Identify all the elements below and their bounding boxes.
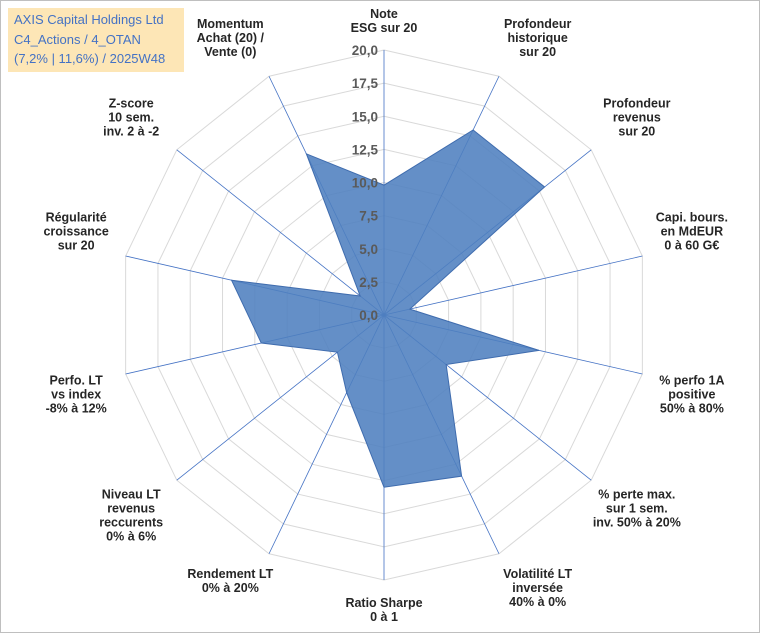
axis-spoke (176, 149, 385, 316)
axis-label: Note ESG sur 20 (351, 7, 418, 35)
axis-label: Capi. bours. en MdEUR 0 à 60 G€ (656, 211, 728, 253)
axis-label: Perfo. LT vs index -8% à 12% (46, 373, 107, 415)
axis-label-line: sur 20 (618, 124, 655, 138)
axis-label: Volatilité LT inversée 40% à 0% (503, 567, 572, 609)
axis-label-line: croissance (43, 225, 108, 239)
axis-label-line: Z-score (109, 96, 154, 110)
axis-label-line: Niveau LT (102, 488, 161, 502)
axis-label-line: Volatilité LT (503, 567, 572, 581)
tick-label: 2,5 (359, 275, 378, 290)
axis-label-line: Rendement LT (187, 567, 273, 581)
axis-label-line: % perte max. (598, 488, 675, 502)
tick-label: 0,0 (359, 308, 378, 323)
axis-label-line: Profondeur (504, 17, 571, 31)
axis-label: Rendement LT 0% à 20% (187, 567, 273, 595)
axis-label-line: 0% à 6% (106, 530, 156, 544)
axis-label-line: Perfo. LT (50, 373, 104, 387)
axis-label: % perte max. sur 1 sem. inv. 50% à 20% (593, 488, 681, 530)
tick-label: 12,5 (352, 142, 379, 157)
axis-label-line: positive (668, 387, 715, 401)
axis-label-line: inversée (512, 581, 563, 595)
axis-label-line: Profondeur (603, 96, 670, 110)
tick-label: 20,0 (352, 43, 378, 58)
axis-labels: Note ESG sur 20 Profondeur historique sur 20… (43, 7, 727, 624)
axis-label: Niveau LT revenus reccurents 0% à 6% (99, 488, 163, 544)
axis-label-line: en MdEUR (661, 225, 724, 239)
axis-label: Régularité croissance sur 20 (43, 211, 108, 253)
tick-label: 10,0 (352, 176, 378, 191)
tick-label: 17,5 (352, 76, 379, 91)
axis-label-line: 0 à 60 G€ (664, 239, 719, 253)
axis-label-line: Vente (0) (204, 45, 256, 59)
axis-spoke (383, 255, 643, 316)
axis-label-line: reccurents (99, 516, 163, 530)
axis-label-line: -8% à 12% (46, 401, 107, 415)
axis-label-line: 0 à 1 (370, 610, 398, 624)
axis-label-line: Note (370, 7, 398, 21)
radar-series (230, 129, 546, 488)
axis-label: Momentum Achat (20) / Vente (0) (197, 17, 265, 59)
axis-label-line: 40% à 0% (509, 595, 566, 609)
axis-label-line: inv. 50% à 20% (593, 516, 681, 530)
axis-label-line: vs index (51, 387, 101, 401)
axis-label-line: Momentum (197, 17, 264, 31)
stats-week: (7,2% | 11,6%) / 2025W48 (14, 51, 166, 66)
axis-label: Z-score 10 sem. inv. 2 à -2 (103, 96, 159, 138)
axis-label-line: revenus (107, 502, 155, 516)
category-path: C4_Actions / 4_OTAN (14, 31, 141, 47)
axis-label-line: sur 20 (58, 239, 95, 253)
axis-label-line: inv. 2 à -2 (103, 124, 159, 138)
tick-label: 7,5 (359, 209, 378, 224)
axis-label: Ratio Sharpe 0 à 1 (345, 596, 422, 624)
radial-tick-labels: 0,0 2,5 5,0 7,5 10,0 12,5 15,0 17,5 20,0 (352, 43, 379, 323)
axis-label-line: ESG sur 20 (351, 21, 418, 35)
axis-label-line: sur 20 (519, 45, 556, 59)
axis-label-line: sur 1 sem. (606, 502, 668, 516)
axis-label-line: Régularité (46, 211, 107, 225)
axis-label-line: Achat (20) / (197, 31, 265, 45)
axis-label: % perfo 1A positive 50% à 80% (659, 373, 724, 415)
series-area (230, 129, 546, 488)
axis-label-line: 0% à 20% (202, 581, 259, 595)
tick-label: 5,0 (359, 242, 378, 257)
axis-label-line: Capi. bours. (656, 211, 728, 225)
axis-label: Profondeur revenus sur 20 (603, 96, 670, 138)
axis-label-line: 50% à 80% (660, 401, 724, 415)
axis-label: Profondeur historique sur 20 (504, 17, 571, 59)
axis-label-line: historique (507, 31, 567, 45)
axis-label-line: Ratio Sharpe (345, 596, 422, 610)
tick-label: 15,0 (352, 109, 378, 124)
axis-label-line: 10 sem. (108, 110, 154, 124)
axis-label-line: revenus (613, 110, 661, 124)
axis-label-line: % perfo 1A (659, 373, 724, 387)
company-name: AXIS Capital Holdings Ltd (14, 12, 164, 27)
title-box: AXIS Capital Holdings Ltd C4_Actions / 4… (8, 8, 184, 72)
